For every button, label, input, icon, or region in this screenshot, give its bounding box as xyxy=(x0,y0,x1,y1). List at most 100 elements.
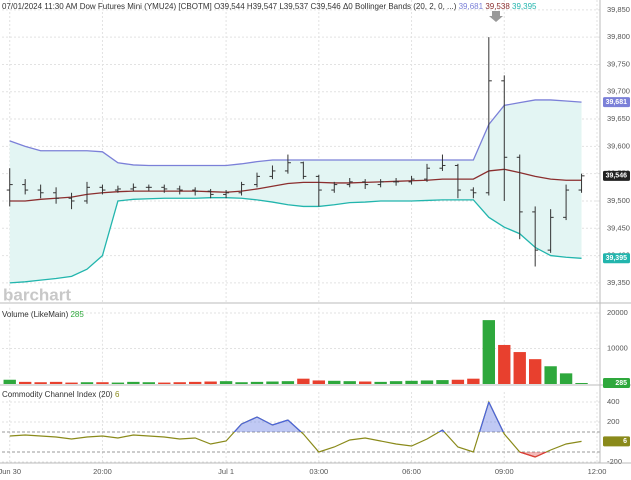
volume-title: Volume (LikeMain) xyxy=(2,310,69,319)
ohlc-label: O39,544 H39,547 L39,537 C39,546 Δ0 xyxy=(214,2,353,11)
volume-bar xyxy=(482,320,495,384)
volume-bar xyxy=(219,381,233,384)
volume-bar xyxy=(80,382,94,384)
volume-bar xyxy=(127,381,140,384)
volume-bar xyxy=(235,382,248,384)
x-tick-label: 06:00 xyxy=(402,467,421,476)
band-fill xyxy=(9,99,582,283)
price-tag xyxy=(603,253,630,264)
cci-segment xyxy=(272,419,289,426)
x-tick-label: 20:00 xyxy=(93,467,112,476)
volume-bar xyxy=(142,382,155,384)
volume-bar xyxy=(544,366,557,384)
cci-segment xyxy=(437,429,443,432)
cci-segment xyxy=(534,452,548,458)
volume-value: 285 xyxy=(70,310,84,319)
volume-bar xyxy=(111,382,125,384)
volume-bar xyxy=(467,378,480,384)
indicator-label: Bollinger Bands (20, 2, 0, ...) xyxy=(355,2,457,11)
y-tick-label: 39,800 xyxy=(607,32,630,41)
volume-header: Volume (LikeMain) 285 xyxy=(2,310,84,319)
y-tick-label: 39,450 xyxy=(607,223,630,232)
volume-bar xyxy=(204,381,217,384)
y-tick-label: 39,850 xyxy=(607,5,630,14)
volume-bar xyxy=(513,352,526,384)
cci-segment xyxy=(287,419,303,432)
price-tag xyxy=(603,436,630,447)
price-tag xyxy=(603,377,630,388)
y-tick-label: 400 xyxy=(607,397,620,406)
volume-bar xyxy=(281,381,295,384)
y-tick-label: 200 xyxy=(607,417,620,426)
volume-bar xyxy=(250,381,264,384)
price-tag-label: 39,681 xyxy=(606,99,628,106)
y-tick-label: 39,500 xyxy=(607,196,630,205)
volume-bar xyxy=(34,382,47,384)
y-tick-label: 39,350 xyxy=(607,278,630,287)
volume-bar xyxy=(343,381,356,384)
volume-bar xyxy=(65,382,78,384)
x-tick-label: Jun 30 xyxy=(0,467,21,476)
cci-value: 6 xyxy=(115,390,120,399)
cci-segment xyxy=(488,401,504,432)
volume-bar xyxy=(436,380,449,384)
volume-bar xyxy=(189,381,202,384)
volume-bar xyxy=(420,380,434,384)
volume-bar xyxy=(359,381,372,384)
volume-bar xyxy=(19,381,32,384)
y-tick-label: 39,650 xyxy=(607,114,630,123)
cci-below-fill xyxy=(9,452,582,457)
y-tick-label: 39,750 xyxy=(607,59,630,68)
y-tick-label: -200 xyxy=(607,457,622,466)
x-tick-label: 12:00 xyxy=(588,467,607,476)
band-line-upper xyxy=(9,99,582,167)
cci-segment xyxy=(256,416,273,426)
price-tag xyxy=(603,170,630,181)
lower-band-value: 39,395 xyxy=(512,2,537,11)
volume-bar xyxy=(529,359,542,384)
volume-bar xyxy=(158,382,171,384)
cci-header: Commodity Channel Index (20) 6 xyxy=(2,390,120,399)
volume-bar xyxy=(49,381,63,384)
title: 07/01/2024 11:30 AM Dow Futures Mini (YM… xyxy=(2,2,212,11)
x-tick-label: 09:00 xyxy=(495,467,514,476)
volume-bar xyxy=(559,373,573,384)
upper-band-value: 39,681 xyxy=(459,2,484,11)
band-line-lower xyxy=(9,197,582,284)
cci-segment xyxy=(478,401,490,432)
volume-bar xyxy=(451,379,465,384)
cci-segment xyxy=(519,452,536,458)
cci-title: Commodity Channel Index (20) xyxy=(2,390,113,399)
x-tick-label: 03:00 xyxy=(309,467,328,476)
y-tick-label: 10000 xyxy=(607,343,628,352)
y-tick-label: 39,700 xyxy=(607,87,630,96)
volume-bar xyxy=(96,382,109,384)
price-tag-label: 39,395 xyxy=(606,255,628,262)
price-tag xyxy=(603,97,630,108)
middle-band-value: 39,538 xyxy=(485,2,510,11)
price-tag-label: 39,546 xyxy=(606,173,628,180)
event-marker xyxy=(489,11,503,22)
price-tag-label: 6 xyxy=(623,438,627,445)
volume-bar xyxy=(173,382,186,384)
volume-bar xyxy=(575,382,588,384)
volume-bar xyxy=(312,380,325,384)
band-line-middle xyxy=(9,168,582,202)
volume-bar xyxy=(3,379,16,384)
watermark: barchart xyxy=(3,285,71,304)
cci-segment xyxy=(233,423,242,432)
price-tag-label: 285 xyxy=(615,380,627,387)
y-tick-label: 20000 xyxy=(607,308,628,317)
x-tick-label: Jul 1 xyxy=(218,467,234,476)
volume-bar xyxy=(389,381,403,384)
volume-bar xyxy=(297,378,310,384)
volume-bar xyxy=(405,380,418,384)
volume-bar xyxy=(374,381,387,384)
volume-bar xyxy=(266,381,279,384)
volume-bar xyxy=(328,380,341,384)
price-header: 07/01/2024 11:30 AM Dow Futures Mini (YM… xyxy=(2,2,537,11)
cci-segment xyxy=(241,416,258,425)
y-tick-label: 39,600 xyxy=(607,141,630,150)
